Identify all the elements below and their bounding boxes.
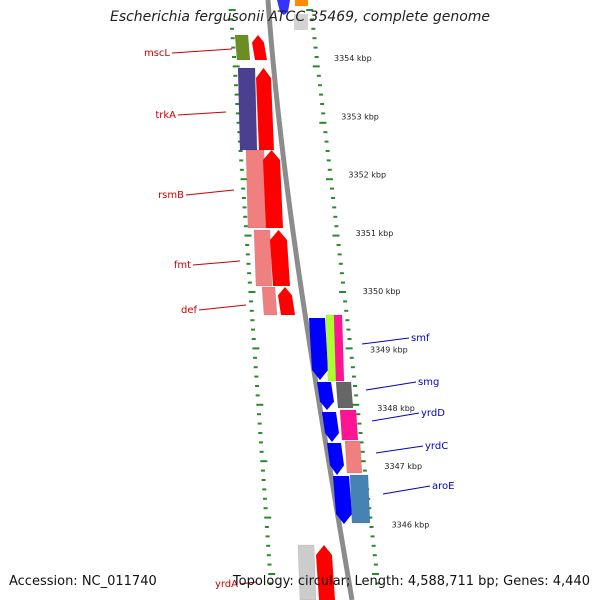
gene-label-def-leader [198, 304, 247, 311]
partial-feature-top [277, 0, 290, 15]
gene-arrow-smf[interactable] [309, 318, 328, 380]
gene-label-smg-leader [365, 381, 417, 391]
kbp-marker: 3354 kbp [334, 54, 372, 63]
kbp-markers: 3354 kbp 3353 kbp 3352 kbp 3351 kbp 3350 kbp… [334, 54, 429, 529]
gene-label-mscl-leader [171, 48, 233, 54]
gene-block-smf-b[interactable] [333, 314, 345, 382]
gene-block-fmt[interactable] [253, 229, 273, 287]
gene-arrow-yrdd[interactable] [322, 412, 339, 442]
gene-label-aroe-leader [382, 485, 431, 495]
kbp-marker: 3346 kbp [392, 520, 430, 529]
gene-arrow-yrdc[interactable] [327, 443, 344, 475]
gene-block-trka[interactable] [237, 67, 258, 151]
gene-label-yrdc-leader [375, 445, 424, 454]
gene-arrow-def[interactable] [278, 287, 295, 315]
partial-feature-top [294, 14, 308, 30]
gene-label-yrdc[interactable]: yrdC [425, 441, 448, 452]
gene-arrow-aroe[interactable] [333, 476, 352, 524]
gene-block-yrda[interactable] [297, 544, 317, 600]
gene-arrow-fmt[interactable] [270, 230, 290, 286]
gene-block-smg[interactable] [335, 381, 354, 409]
gene-label-fmt-leader [192, 260, 241, 266]
gene-block-aroe[interactable] [349, 474, 371, 524]
genome-title: Escherichia fergusonii ATCC 35469, compl… [109, 9, 491, 25]
gene-label-yrdd-leader [371, 412, 420, 422]
gene-label-smf-leader [361, 337, 410, 345]
gene-label-aroe[interactable]: aroE [432, 481, 454, 492]
gene-label-fmt[interactable]: fmt [174, 260, 191, 271]
gene-arrow-mscl[interactable] [252, 35, 267, 60]
gene-arrow-smg[interactable] [317, 382, 334, 410]
kbp-marker: 3353 kbp [341, 112, 379, 121]
gene-block-mscl[interactable] [234, 34, 251, 61]
dotted-ring-right [306, 9, 381, 585]
gene-label-rsmb[interactable]: rsmB [158, 190, 184, 201]
kbp-marker: 3351 kbp [356, 229, 394, 238]
gene-arrow-yrda[interactable] [316, 545, 335, 600]
gene-labels: mscL trkA rsmB fmt def yrdA smf smg yrdD yrdC aroE [144, 48, 455, 590]
kbp-marker: 3349 kbp [370, 346, 408, 355]
partial-feature-top [295, 0, 308, 6]
kbp-marker: 3348 kbp [377, 404, 415, 413]
gene-label-def[interactable]: def [181, 305, 198, 316]
gene-block-rsmb[interactable] [245, 149, 267, 229]
gene-label-rsmb-leader [185, 189, 235, 196]
gene-arrow-trka[interactable] [256, 68, 274, 150]
gene-block-yrdd[interactable] [339, 409, 359, 441]
gene-label-mscl[interactable]: mscL [144, 48, 170, 59]
gene-block-yrdc[interactable] [344, 440, 363, 474]
gene-label-yrda[interactable]: yrdA [215, 579, 238, 590]
topology-text: Topology: circular; Length: 4,588,711 bp… [232, 574, 590, 589]
gene-block-def[interactable] [261, 286, 278, 316]
gene-label-trka-leader [177, 111, 227, 116]
kbp-marker: 3352 kbp [348, 171, 386, 180]
gene-features [234, 0, 371, 600]
gene-arrow-rsmb[interactable] [263, 150, 283, 228]
gene-label-yrda-leader [239, 581, 257, 585]
gene-label-smg[interactable]: smg [418, 377, 439, 388]
gene-label-yrdd[interactable]: yrdD [421, 408, 445, 419]
accession-text: Accession: NC_011740 [9, 574, 157, 589]
kbp-marker: 3350 kbp [363, 287, 401, 296]
kbp-marker: 3347 kbp [384, 462, 422, 471]
genome-backbone [265, 0, 355, 600]
gene-label-smf[interactable]: smf [411, 333, 430, 344]
gene-label-trka[interactable]: trkA [155, 110, 176, 121]
